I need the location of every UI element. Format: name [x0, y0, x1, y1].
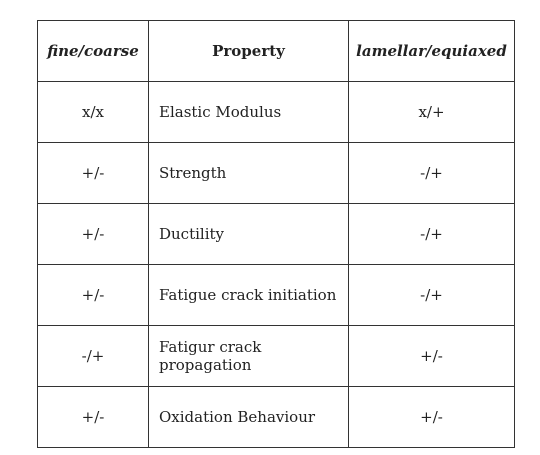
cell-property: Oxidation Behaviour — [148, 386, 349, 448]
cell-property: Fatigur crack propagation — [148, 325, 349, 387]
header-lamellar-equiaxed: lamellar/equiaxed — [348, 20, 515, 82]
cell-lamellar-equiaxed: x/+ — [348, 81, 515, 143]
cell-property: Ductility — [148, 203, 349, 265]
table-header-row: fine/coarse Property lamellar/equiaxed — [37, 20, 515, 82]
table-row: +/- Fatigue crack initiation -/+ — [37, 264, 515, 326]
header-property: Property — [148, 20, 349, 82]
header-fine-coarse: fine/coarse — [37, 20, 149, 82]
cell-fine-coarse: +/- — [37, 203, 149, 265]
cell-lamellar-equiaxed: -/+ — [348, 203, 515, 265]
cell-lamellar-equiaxed: +/- — [348, 386, 515, 448]
cell-fine-coarse: +/- — [37, 142, 149, 204]
table-row: +/- Ductility -/+ — [37, 203, 515, 265]
property-comparison-table: fine/coarse Property lamellar/equiaxed x… — [37, 20, 515, 448]
cell-property: Strength — [148, 142, 349, 204]
cell-fine-coarse: -/+ — [37, 325, 149, 387]
cell-lamellar-equiaxed: +/- — [348, 325, 515, 387]
cell-property: Fatigue crack initiation — [148, 264, 349, 326]
cell-property: Elastic Modulus — [148, 81, 349, 143]
table-row: x/x Elastic Modulus x/+ — [37, 81, 515, 143]
table-row: +/- Oxidation Behaviour +/- — [37, 386, 515, 448]
cell-fine-coarse: +/- — [37, 264, 149, 326]
table-row: -/+ Fatigur crack propagation +/- — [37, 325, 515, 387]
cell-lamellar-equiaxed: -/+ — [348, 142, 515, 204]
table-row: +/- Strength -/+ — [37, 142, 515, 204]
cell-fine-coarse: +/- — [37, 386, 149, 448]
cell-lamellar-equiaxed: -/+ — [348, 264, 515, 326]
cell-fine-coarse: x/x — [37, 81, 149, 143]
